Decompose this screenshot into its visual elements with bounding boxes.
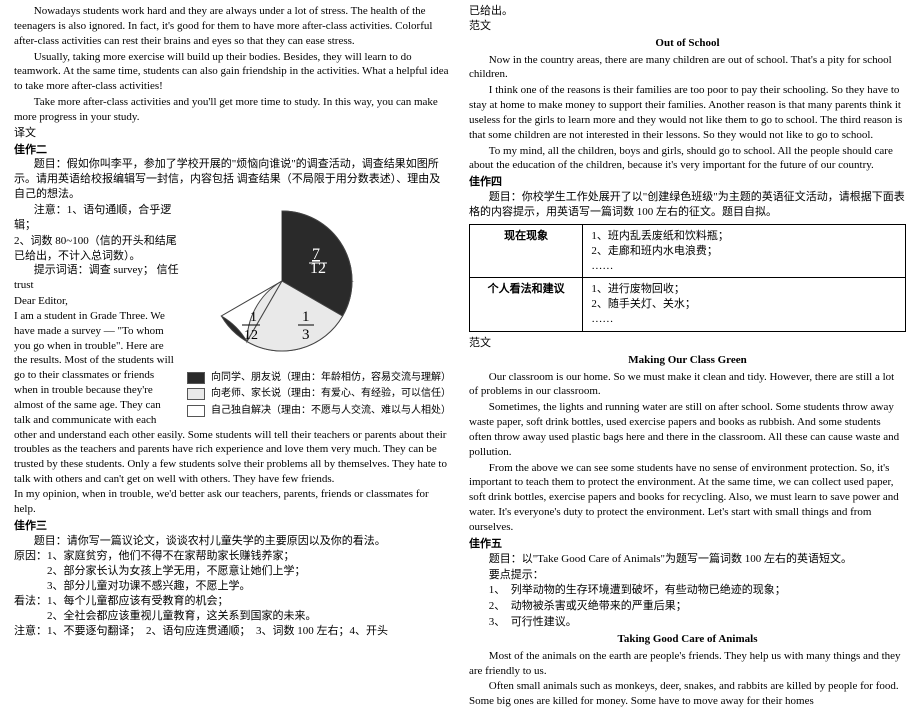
points-label: 要点提示： <box>469 568 906 583</box>
legend-swatch-1 <box>187 372 205 384</box>
essay3-p3: To my mind, all the children, boys and g… <box>469 144 906 174</box>
cell-r2-c: 1、进行废物回收； 2、随手关灯、关水； …… <box>583 278 906 332</box>
views-block: 看法：1、每个儿童都应该有受教育的机会； 看法：2、全社会都应该重视儿童教育，这… <box>14 594 451 624</box>
legend-row-1: 向同学、朋友说（理由：年龄相仿，容易交流与理解） <box>187 371 451 385</box>
reason-label: 原因： <box>14 550 47 562</box>
table-row: 个人看法和建议 1、进行废物回收； 2、随手关灯、关水； …… <box>470 278 906 332</box>
reason-1: 1、家庭贫穷，他们不得不在家帮助家长赚钱养家； <box>47 550 295 562</box>
reasons-block: 原因：1、家庭贫穷，他们不得不在家帮助家长赚钱养家； 原因：2、部分家长认为女孩… <box>14 549 451 594</box>
continued-text: 已给出。 <box>469 4 906 19</box>
essay3-title: Out of School <box>469 36 906 51</box>
section-heading-2: 佳作二 <box>14 143 451 158</box>
table-row: 现在现象 1、班内乱丢废纸和饮料瓶； 2、走廊和班内水电浪费； …… <box>470 224 906 278</box>
essay4-p1: Our classroom is our home. So we must ma… <box>469 370 906 400</box>
r2c: …… <box>591 313 613 325</box>
legend-swatch-3 <box>187 405 205 417</box>
right-column: 已给出。 范文 Out of School Now in the country… <box>469 4 906 710</box>
essay4-p3: From the above we can see some students … <box>469 461 906 535</box>
essay1-p1: Nowadays students work hard and they are… <box>14 4 451 49</box>
essay4-p2: Sometimes, the lights and running water … <box>469 400 906 459</box>
phenomena-table: 现在现象 1、班内乱丢废纸和饮料瓶； 2、走廊和班内水电浪费； …… 个人看法和… <box>469 224 906 332</box>
section-heading-4: 佳作四 <box>469 175 906 190</box>
svg-text:3: 3 <box>302 327 310 343</box>
prompt-2: 题目：假如你叫李平，参加了学校开展的"烦恼向谁说"的调查活动，调查结果如图所示。… <box>14 157 451 202</box>
essay1-p2: Usually, taking more exercise will build… <box>14 50 451 95</box>
reason-3: 3、部分儿童对功课不感兴趣，不愿上学。 <box>47 580 251 592</box>
left-column: Nowadays students work hard and they are… <box>14 4 451 710</box>
legend-row-3: 自己独自解决（理由：不愿与人交流、难以与人相处） <box>187 404 451 418</box>
svg-text:12: 12 <box>244 328 258 343</box>
view-label: 看法： <box>14 595 47 607</box>
prompt-5: 题目：以"Take Good Care of Animals"为题写一篇词数 1… <box>469 552 906 567</box>
essay5-p2: Often small animals such as monkeys, dee… <box>469 679 906 709</box>
essay1-p3: Take more after-class activities and you… <box>14 95 451 125</box>
pie-chart-block: 7 12 1 3 1 12 向同学、朋友说（理由：年龄相仿，容易交流与理 <box>187 203 451 420</box>
cell-r2-h: 个人看法和建议 <box>470 278 583 332</box>
point-2: 2、 动物被杀害或灭绝带来的严重后果； <box>469 599 906 614</box>
pie-chart: 7 12 1 3 1 12 <box>187 203 377 363</box>
pie-legend: 向同学、朋友说（理由：年龄相仿，容易交流与理解） 向老师、家长说（理由：有爱心、… <box>187 371 451 418</box>
r2a: 1、进行废物回收； <box>591 283 685 295</box>
cell-r1-h: 现在现象 <box>470 224 583 278</box>
cell-r1-c: 1、班内乱丢废纸和饮料瓶； 2、走廊和班内水电浪费； …… <box>583 224 906 278</box>
two-column-layout: Nowadays students work hard and they are… <box>0 0 920 714</box>
legend-row-2: 向老师、家长说（理由：有爱心、有经验，可以信任） <box>187 387 451 401</box>
point-1: 1、 列举动物的生存环境遭到破坏，有些动物已绝迹的现象； <box>469 583 906 598</box>
legend-swatch-2 <box>187 388 205 400</box>
r2b: 2、随手关灯、关水； <box>591 298 696 310</box>
essay5-title: Taking Good Care of Animals <box>469 632 906 647</box>
r1a: 1、班内乱丢废纸和饮料瓶； <box>591 230 729 242</box>
chart-and-text-wrap: 7 12 1 3 1 12 向同学、朋友说（理由：年龄相仿，容易交流与理 <box>14 203 451 487</box>
prompt-4: 题目：你校学生工作处展开了以"创建绿色班级"为主题的英语征文活动，请根据下面表格… <box>469 190 906 220</box>
note-3: 注意：1、不要逐句翻译； 2、语句应连贯通顺； 3、词数 100 左右；4、开头 <box>14 624 451 639</box>
section-heading-5: 佳作五 <box>469 537 906 552</box>
r1c: …… <box>591 260 613 272</box>
pie-label-1-3: 1 <box>302 309 310 325</box>
essay2-closing: In my opinion, when in trouble, we'd bet… <box>14 487 451 517</box>
section-heading-3: 佳作三 <box>14 519 451 534</box>
point-3: 3、 可行性建议。 <box>469 615 906 630</box>
essay3-p2: I think one of the reasons is their fami… <box>469 83 906 142</box>
translation-label: 译文 <box>14 126 451 141</box>
pie-label-1-12: 1 <box>250 310 257 325</box>
reason-2: 2、部分家长认为女孩上学无用，不愿意让她们上学； <box>47 565 306 577</box>
essay5-p1: Most of the animals on the earth are peo… <box>469 649 906 679</box>
legend-text-3: 自己独自解决（理由：不愿与人交流、难以与人相处） <box>211 404 451 418</box>
sample-label-2: 范文 <box>469 336 906 351</box>
view-2: 2、全社会都应该重视儿童教育，这关系到国家的未来。 <box>47 610 317 622</box>
legend-text-2: 向老师、家长说（理由：有爱心、有经验，可以信任） <box>211 387 451 401</box>
prompt-3: 题目：请你写一篇议论文，谈谈农村儿童失学的主要原因以及你的看法。 <box>14 534 451 549</box>
sample-label-1: 范文 <box>469 19 906 34</box>
r1b: 2、走廊和班内水电浪费； <box>591 245 718 257</box>
essay3-p1: Now in the country areas, there are many… <box>469 53 906 83</box>
legend-text-1: 向同学、朋友说（理由：年龄相仿，容易交流与理解） <box>211 371 451 385</box>
view-1: 1、每个儿童都应该有受教育的机会； <box>47 595 229 607</box>
essay4-title: Making Our Class Green <box>469 353 906 368</box>
